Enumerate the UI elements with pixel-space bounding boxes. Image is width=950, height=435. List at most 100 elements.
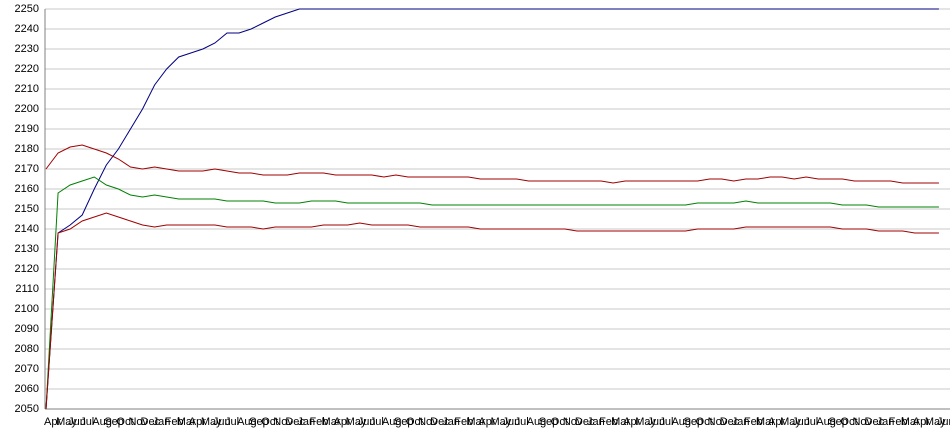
x-tick-label: Sep: [104, 416, 124, 428]
x-tick-label: Oct: [551, 416, 568, 428]
series-line: [45, 8, 939, 410]
x-tick-label: May: [201, 416, 222, 428]
y-tick-label: 2250: [15, 3, 39, 15]
y-tick-label: 2110: [15, 283, 39, 295]
y-tick-label: 2230: [15, 43, 39, 55]
y-tick-label: 2220: [15, 63, 39, 75]
x-tick-label: May: [346, 416, 367, 428]
x-tick-label: Dec: [575, 416, 595, 428]
x-tick-label: Dec: [141, 416, 161, 428]
x-tick-label: Jun: [792, 416, 810, 428]
x-tick-label: Mar: [611, 416, 630, 428]
x-tick-label: Aug: [816, 416, 836, 428]
x-tick-label: Mar: [177, 416, 196, 428]
x-tick-label: Oct: [406, 416, 423, 428]
x-tick-label: Jun: [647, 416, 665, 428]
x-tick-label: Jan: [587, 416, 605, 428]
x-tick-label: Apr: [334, 416, 351, 428]
x-tick-label: Oct: [261, 416, 278, 428]
x-tick-label: Jun: [213, 416, 231, 428]
x-tick-label: Nov: [852, 416, 872, 428]
y-tick-label: 2210: [15, 83, 39, 95]
x-tick-label: Sep: [684, 416, 704, 428]
x-tick-label: Jan: [877, 416, 895, 428]
x-tick-label: Dec: [865, 416, 885, 428]
y-tick-label: 2050: [15, 403, 39, 415]
y-tick-label: 2170: [15, 163, 39, 175]
y-tick-label: 2080: [15, 343, 39, 355]
x-tick-label: Jun: [937, 416, 950, 428]
x-tick-label: Sep: [249, 416, 269, 428]
x-tick-label: Feb: [309, 416, 328, 428]
y-tick-label: 2240: [15, 23, 39, 35]
x-tick-label: Feb: [889, 416, 908, 428]
y-tick-label: 2190: [15, 123, 39, 135]
x-tick-label: Apr: [768, 416, 785, 428]
x-tick-label: Jul: [225, 416, 239, 428]
x-tick-label: Apr: [44, 416, 61, 428]
x-tick-label: Aug: [671, 416, 691, 428]
x-tick-label: Jan: [732, 416, 750, 428]
y-tick-label: 2100: [15, 303, 39, 315]
y-tick-label: 2160: [15, 183, 39, 195]
x-tick-label: Dec: [285, 416, 305, 428]
y-tick-label: 2060: [15, 383, 39, 395]
x-tick-label: Sep: [394, 416, 414, 428]
x-tick-label: Nov: [128, 416, 148, 428]
x-tick-label: Jul: [515, 416, 529, 428]
x-tick-label: Jul: [80, 416, 94, 428]
y-tick-label: 2140: [15, 223, 39, 235]
x-tick-label: Mar: [756, 416, 775, 428]
x-tick-label: Apr: [478, 416, 495, 428]
x-tick-label: Feb: [599, 416, 618, 428]
x-tick-label: Jul: [659, 416, 673, 428]
series-line: [45, 144, 939, 184]
x-tick-label: Feb: [454, 416, 473, 428]
y-tick-label: 2200: [15, 103, 39, 115]
x-tick-label: Nov: [273, 416, 293, 428]
x-tick-label: Aug: [382, 416, 402, 428]
x-tick-label: Mar: [901, 416, 920, 428]
x-tick-label: Sep: [828, 416, 848, 428]
x-tick-label: Dec: [720, 416, 740, 428]
x-tick-label: Aug: [237, 416, 257, 428]
y-tick-label: 2180: [15, 143, 39, 155]
series-line: [45, 176, 939, 410]
x-tick-label: Jun: [503, 416, 521, 428]
x-tick-label: Mar: [322, 416, 341, 428]
x-tick-label: Apr: [623, 416, 640, 428]
x-tick-label: Jan: [442, 416, 460, 428]
y-tick-label: 2130: [15, 243, 39, 255]
x-tick-label: Oct: [840, 416, 857, 428]
x-tick-label: Oct: [696, 416, 713, 428]
y-tick-label: 2120: [15, 263, 39, 275]
x-tick-label: Jul: [804, 416, 818, 428]
x-tick-label: Mar: [466, 416, 485, 428]
x-tick-label: Nov: [708, 416, 728, 428]
x-tick-label: Dec: [430, 416, 450, 428]
x-tick-label: May: [490, 416, 511, 428]
x-tick-label: Feb: [744, 416, 763, 428]
x-tick-label: Nov: [563, 416, 583, 428]
x-tick-label: May: [780, 416, 801, 428]
x-tick-label: Oct: [116, 416, 133, 428]
x-tick-label: Aug: [92, 416, 112, 428]
x-tick-label: Apr: [189, 416, 206, 428]
x-tick-label: Apr: [913, 416, 930, 428]
x-tick-label: May: [635, 416, 656, 428]
x-tick-label: Jun: [68, 416, 86, 428]
y-tick-label: 2090: [15, 323, 39, 335]
x-tick-label: May: [56, 416, 77, 428]
y-tick-label: 2150: [15, 203, 39, 215]
y-tick-label: 2070: [15, 363, 39, 375]
x-tick-label: Jun: [358, 416, 376, 428]
series-line: [45, 212, 939, 410]
x-tick-label: May: [925, 416, 946, 428]
x-tick-label: Aug: [527, 416, 547, 428]
x-tick-label: Feb: [165, 416, 184, 428]
x-tick-label: Sep: [539, 416, 559, 428]
x-tick-label: Nov: [418, 416, 438, 428]
x-tick-label: Jan: [297, 416, 315, 428]
x-tick-label: Jul: [370, 416, 384, 428]
